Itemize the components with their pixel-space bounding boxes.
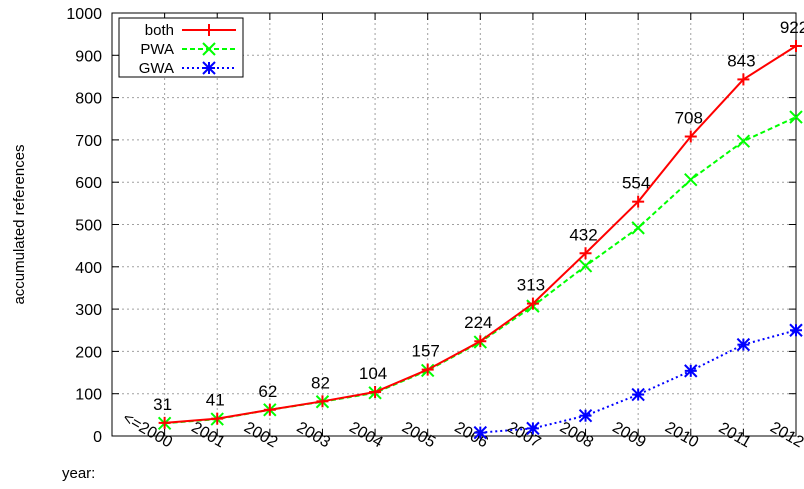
x-tick-label: 2005 — [399, 419, 438, 452]
data-label: 922 — [780, 18, 804, 37]
y-tick-label: 900 — [75, 48, 102, 65]
legend: both PWA GWA — [118, 17, 244, 78]
data-point-both — [790, 39, 802, 52]
data-label: 62 — [258, 382, 277, 401]
data-point-both — [632, 195, 645, 208]
data-point-pwa — [578, 259, 593, 273]
x-tick-label: 2008 — [557, 419, 596, 452]
x-tick-label: 2010 — [662, 419, 701, 452]
data-point-both — [579, 247, 592, 260]
legend-marker-pwa — [202, 42, 216, 56]
y-tick-label: 600 — [75, 175, 102, 192]
series-line-pwa — [164, 116, 797, 425]
legend-marker-both — [203, 24, 215, 36]
data-point-pwa — [631, 221, 645, 235]
data-labels: 31 41 62 82 104 157 224 313 432 554 708 843 922 — [153, 18, 804, 414]
data-label: 554 — [622, 174, 650, 193]
data-point-both — [421, 363, 434, 376]
legend-label-both: both — [145, 22, 174, 39]
y-tick-label: 700 — [75, 133, 102, 150]
y-tick-label: 400 — [75, 260, 102, 277]
data-point-both — [158, 416, 171, 429]
y-tick-label: 500 — [75, 218, 102, 235]
x-tick-label: 2011 — [716, 420, 754, 452]
data-point-gwa — [578, 408, 593, 423]
legend-label-gwa: GWA — [139, 60, 174, 77]
data-point-gwa — [684, 364, 698, 378]
data-label: 843 — [727, 51, 755, 70]
data-label: 82 — [311, 373, 330, 392]
data-point-gwa — [473, 425, 488, 440]
x-tick-label: 2012 — [767, 419, 804, 452]
data-point-pwa — [684, 172, 698, 187]
y-tick-label: 0 — [93, 429, 102, 446]
data-label: 708 — [675, 109, 703, 128]
x-tick-label: 2004 — [346, 419, 385, 452]
y-axis-label: accumulated references — [11, 144, 28, 304]
x-tick-label: 2003 — [294, 419, 333, 452]
x-tick-label: 2006 — [451, 419, 490, 452]
data-point-gwa — [736, 337, 751, 352]
y-tick-label: 800 — [75, 91, 102, 108]
data-point-both — [737, 73, 750, 86]
x-tick-label: <=2000 — [120, 410, 176, 452]
data-point-both — [316, 395, 329, 408]
data-point-both — [474, 335, 487, 348]
data-point-both — [211, 412, 224, 425]
x-axis-label: year: — [62, 465, 95, 482]
legend-label-pwa: PWA — [140, 41, 174, 58]
x-tick-label: 2002 — [241, 419, 280, 452]
data-point-both — [526, 297, 539, 310]
data-point-pwa — [789, 110, 803, 124]
y-tick-label: 200 — [75, 344, 102, 361]
data-label: 313 — [517, 276, 545, 295]
data-point-both — [369, 386, 382, 399]
data-label: 224 — [464, 313, 492, 332]
legend-marker-gwa — [202, 61, 216, 75]
data-label: 31 — [153, 395, 172, 414]
data-label: 104 — [359, 364, 387, 383]
data-label: 432 — [569, 225, 597, 244]
x-tick-label: 2009 — [609, 419, 648, 452]
data-point-both — [263, 403, 276, 416]
data-point-gwa — [631, 387, 645, 402]
legend-box — [118, 17, 244, 78]
data-label: 157 — [412, 342, 440, 361]
y-tick-label: 300 — [75, 302, 102, 319]
data-point-gwa — [526, 421, 540, 436]
data-point-gwa — [789, 323, 803, 337]
y-tick-label: 1000 — [66, 6, 102, 23]
data-point-both — [684, 130, 697, 143]
data-point-pwa — [736, 134, 751, 148]
data-label: 41 — [206, 391, 225, 410]
y-tick-label: 100 — [75, 387, 102, 404]
series — [157, 39, 803, 440]
